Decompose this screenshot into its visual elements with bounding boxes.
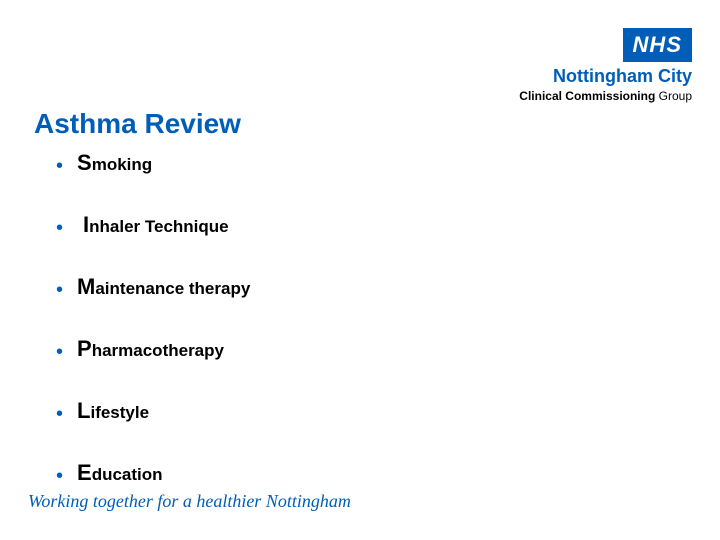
bullet-text: Education (77, 460, 163, 486)
bullet-lead-letter: P (77, 336, 92, 361)
slide: NHS Nottingham City Clinical Commissioni… (0, 0, 720, 540)
list-item: • Lifestyle (56, 398, 680, 424)
list-item: • Inhaler Technique (56, 212, 680, 238)
logo-ccg-text: Clinical Commissioning Group (519, 89, 692, 103)
bullet-marker-icon: • (56, 466, 63, 486)
logo-ccg-rest: Group (655, 89, 692, 103)
tagline: Working together for a healthier Notting… (28, 491, 351, 512)
bullet-rest: harmacotherapy (92, 341, 224, 360)
logo-city-text: Nottingham City (519, 66, 692, 87)
list-item: • Maintenance therapy (56, 274, 680, 300)
bullet-marker-icon: • (56, 156, 63, 176)
bullet-lead-letter: L (77, 398, 90, 423)
bullet-rest: nhaler Technique (89, 217, 229, 236)
bullet-text: Smoking (77, 150, 152, 176)
list-item: • Education (56, 460, 680, 486)
page-title: Asthma Review (34, 108, 241, 140)
bullet-lead-letter: S (77, 150, 92, 175)
bullet-rest: ifestyle (90, 403, 149, 422)
list-item: • Pharmacotherapy (56, 336, 680, 362)
bullet-list: • Smoking • Inhaler Technique • Maintena… (56, 150, 680, 522)
bullet-marker-icon: • (56, 404, 63, 424)
list-item: • Smoking (56, 150, 680, 176)
bullet-marker-icon: • (56, 342, 63, 362)
bullet-text: Maintenance therapy (77, 274, 250, 300)
bullet-rest: ducation (92, 465, 163, 484)
bullet-text: Lifestyle (77, 398, 149, 424)
bullet-rest: moking (92, 155, 152, 174)
nhs-logo-box: NHS (623, 28, 692, 62)
bullet-marker-icon: • (56, 218, 63, 238)
bullet-text: Inhaler Technique (83, 212, 229, 238)
bullet-text: Pharmacotherapy (77, 336, 224, 362)
logo-ccg-bold: Clinical Commissioning (519, 89, 655, 103)
bullet-marker-icon: • (56, 280, 63, 300)
nhs-logo-block: NHS Nottingham City Clinical Commissioni… (519, 28, 692, 103)
bullet-rest: aintenance therapy (95, 279, 250, 298)
bullet-lead-letter: M (77, 274, 95, 299)
bullet-lead-letter: E (77, 460, 92, 485)
